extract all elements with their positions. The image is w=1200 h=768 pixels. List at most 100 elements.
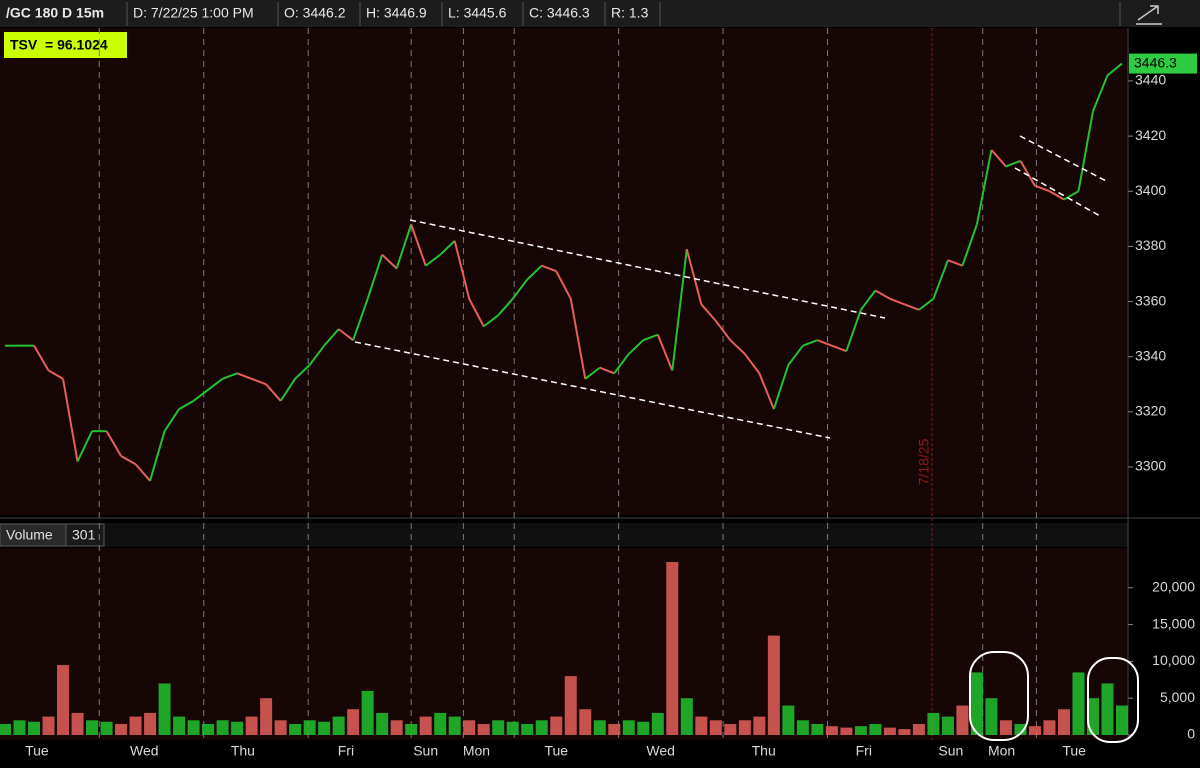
volume-bar [216,720,229,735]
header-field: R: 1.3 [611,5,649,21]
highlight-circles [969,651,1139,743]
price-segment [62,378,79,462]
price-segment [192,389,209,402]
volume-bar [71,712,84,735]
volume-bar [622,720,635,735]
header-info: D: 7/22/25 1:00 PM O: 3446.2 H: 3446.9 L: 3… [133,5,649,21]
price-segment [860,289,877,311]
volume-bar [100,721,113,735]
volume-bar [564,676,577,735]
price-segment [1048,190,1065,201]
volume-bar [115,723,128,735]
volume-bar [289,723,302,735]
volume-bar [840,727,853,735]
volume-bar [579,709,592,735]
volume-bar [245,716,258,735]
volume-bar [231,721,244,735]
price-segment [599,366,615,375]
volume-bar [550,716,563,735]
volume-bar [1057,709,1070,735]
volume-bar [782,705,795,735]
y-tick-label: 3400 [1135,182,1166,198]
volume-bar [985,698,998,735]
volume-bar [695,716,708,735]
volume-bar [521,723,534,735]
price-segment [207,377,224,391]
x-tick-label: Fri [856,743,872,759]
last-price-box [1129,53,1197,74]
price-segment [584,366,601,380]
volume-bar [593,720,606,735]
volume-bar [405,723,418,735]
volume-bar [86,720,99,735]
y-tick-label: 3340 [1135,347,1166,363]
volume-bar [854,726,867,735]
price-segment [526,264,543,281]
price-segment [265,383,282,402]
y-tick-label: 3360 [1135,292,1166,308]
price-segment [656,334,674,371]
price-segment [410,224,427,267]
price-segment [338,328,354,341]
x-tick-label: Wed [130,743,159,759]
volume-bar [912,723,925,735]
volume-bar [869,723,882,735]
volume-bar [767,635,780,735]
price-segment [932,259,949,300]
volume-bar [332,716,345,735]
volume-bar [709,720,722,735]
price-segment [308,345,325,366]
volume-bar [57,665,70,735]
volume-value-box [65,523,105,547]
price-segment [468,298,485,327]
y-tick-label: 15,000 [1152,615,1195,631]
volume-bar [158,683,171,735]
volume-bar [927,712,940,735]
volume-bar [651,712,664,735]
volume-header [0,523,1128,547]
x-tick-label: Tue [544,743,568,759]
price-segment [453,240,471,300]
x-tick-label: Sun [938,743,963,759]
volume-title: Volume [6,527,53,543]
symbol: /GC 180 D 15m [6,5,104,21]
volume-bar [1014,723,1027,735]
price-segment [1005,159,1021,168]
price-panel [0,28,1128,515]
price-segment [439,240,456,256]
price-segment [947,259,963,267]
study-box [4,32,127,58]
price-segment [48,369,64,380]
price-segment [729,339,746,355]
volume-bar [811,723,824,735]
volume-bar [434,712,447,735]
price-segment [715,320,732,341]
volume-bar [970,672,983,735]
price-segment [744,353,761,374]
volume-bar [825,726,838,735]
volume-bar [898,729,911,735]
volume-bar [28,721,41,735]
price-segment [918,298,935,311]
price-segment [251,377,267,386]
price-segment [1092,75,1109,112]
price-segment [294,364,311,380]
header-icon [1136,5,1162,25]
price-segment [569,298,587,379]
volume-bar [173,716,186,735]
price-segment [425,253,441,267]
price-segment [904,303,920,311]
flag-lower [1014,167,1101,217]
price-segment [642,333,659,342]
price-segment [613,353,630,374]
volume-value: 301 [72,527,96,543]
volume-bar [303,720,316,735]
y-tick-label: 20,000 [1152,578,1195,594]
header-field: D: 7/22/25 1:00 PM [133,5,254,21]
volume-panel [0,548,1128,740]
volume-bar [448,716,461,735]
header-separators [126,2,1121,26]
price-segment [817,339,833,347]
